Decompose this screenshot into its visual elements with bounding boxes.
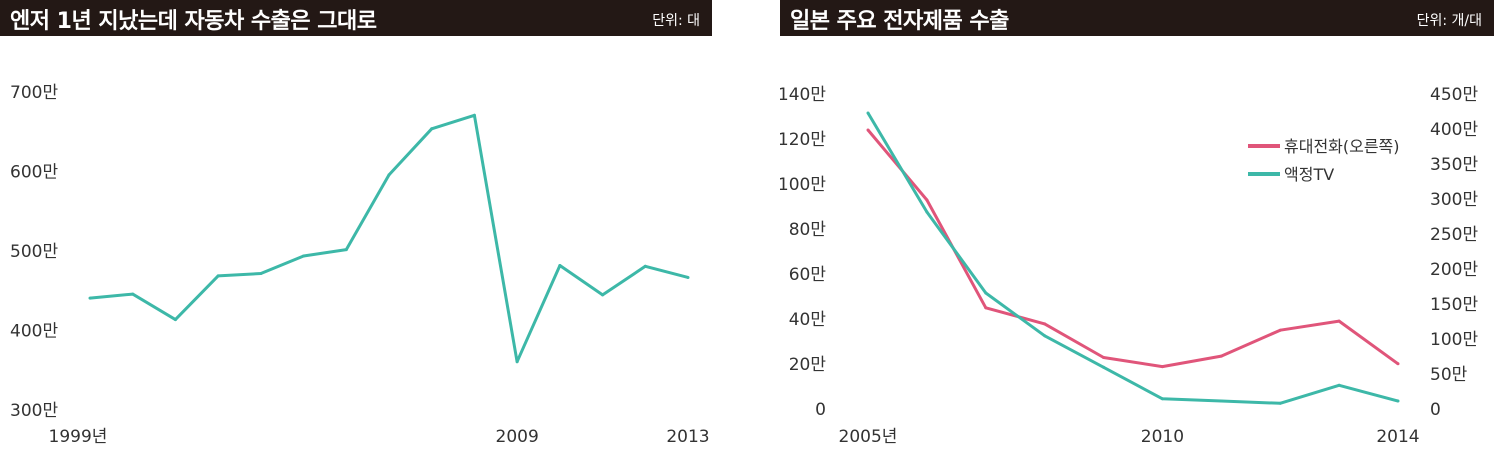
- right-chart-unit: 단위: 개/대: [1416, 13, 1482, 29]
- left-chart-header: 엔저 1년 지났는데 자동차 수출은 그대로 단위: 대: [0, 0, 712, 36]
- lcd-tv-series-line: [866, 112, 1399, 405]
- car-export-data-point: [643, 264, 647, 268]
- car-export-data-point: [472, 113, 476, 117]
- right-y-tick-label: 0: [1430, 400, 1441, 420]
- x-tick-label: 2005년: [839, 427, 898, 447]
- legend-label: 휴대전화(오른쪽): [1284, 137, 1400, 156]
- car-export-data-point: [173, 318, 177, 322]
- lcd-tv-data-point: [1278, 401, 1282, 405]
- y-tick-label: 500만: [10, 242, 58, 262]
- left-y-tick-label: 40만: [789, 310, 827, 330]
- mobile-phone-data-point: [1278, 328, 1282, 332]
- car-export-data-point: [302, 254, 306, 258]
- right-y-tick-label: 300만: [1430, 190, 1478, 210]
- left-y-tick-label: 20만: [789, 355, 827, 375]
- right-y-tick-label: 150만: [1430, 295, 1478, 315]
- car-export-data-point: [387, 173, 391, 177]
- left-y-tick-label: 80만: [789, 220, 827, 240]
- left-y-tick-label: 0: [815, 400, 826, 420]
- car-export-data-point: [601, 293, 605, 297]
- right-y-tick-label: 400만: [1430, 120, 1478, 140]
- car-export-line-chart: 300만 400만 500만 600만 700만 1999년 2009 2013: [10, 83, 710, 447]
- right-chart-header: 일본 주요 전자제품 수출 단위: 개/대: [780, 0, 1494, 36]
- left-y-tick-label: 60만: [789, 265, 827, 285]
- legend-label: 액정TV: [1284, 165, 1334, 184]
- car-export-data-point: [558, 264, 562, 268]
- car-export-series-line: [89, 113, 689, 364]
- lcd-tv-data-point: [866, 111, 870, 115]
- x-tick-label: 1999년: [49, 427, 108, 447]
- mobile-phone-data-point: [866, 128, 870, 132]
- electronics-export-line-chart: 0 20만 40만 60만 80만 100만 120만 140만 0 50만 100만 150만 200…: [780, 85, 1478, 447]
- left-chart-unit: 단위: 대: [652, 13, 700, 29]
- car-export-data-point: [430, 127, 434, 131]
- car-export-data-point: [131, 292, 135, 296]
- mobile-phone-data-point: [1337, 319, 1341, 323]
- car-export-data-point: [344, 248, 348, 252]
- car-export-data-point: [216, 274, 220, 278]
- lcd-tv-data-point: [1102, 365, 1106, 369]
- right-y-tick-label: 50만: [1430, 365, 1468, 385]
- mobile-phone-data-point: [1102, 356, 1106, 359]
- left-y-tick-label: 100만: [780, 175, 826, 195]
- right-chart-title: 일본 주요 전자제품 수출: [790, 9, 1009, 34]
- y-tick-label: 700만: [10, 83, 58, 103]
- left-y-tick-label: 140만: [780, 85, 826, 105]
- car-export-data-point: [259, 271, 263, 275]
- lcd-tv-data-point: [1043, 334, 1047, 338]
- right-y-tick-label: 200만: [1430, 260, 1478, 280]
- car-export-panel: 엔저 1년 지났는데 자동차 수출은 그대로 단위: 대 300만 400만 500…: [0, 0, 712, 462]
- mobile-phone-data-point: [1396, 362, 1400, 366]
- lcd-tv-data-point: [984, 291, 988, 295]
- lcd-tv-data-point: [1160, 397, 1164, 401]
- y-tick-label: 600만: [10, 163, 58, 183]
- mobile-phone-data-point: [984, 306, 988, 310]
- x-tick-label: 2014: [1376, 427, 1419, 447]
- mobile-phone-data-point: [1219, 354, 1223, 358]
- x-tick-label: 2013: [666, 427, 709, 447]
- y-tick-label: 400만: [10, 322, 58, 342]
- right-y-tick-label: 100만: [1430, 330, 1478, 350]
- car-export-data-point: [88, 296, 92, 300]
- electronics-export-panel: 일본 주요 전자제품 수출 단위: 개/대 0 20만 40만 60만 80만 100만 1…: [780, 0, 1494, 462]
- lcd-tv-data-point: [925, 210, 929, 214]
- left-chart-title: 엔저 1년 지났는데 자동차 수출은 그대로: [10, 9, 377, 34]
- y-tick-label: 300만: [10, 401, 58, 421]
- left-y-tick-label: 120만: [780, 130, 826, 150]
- mobile-phone-data-point: [925, 198, 929, 202]
- lcd-tv-data-point: [1219, 399, 1223, 403]
- right-y-tick-label: 450만: [1430, 85, 1478, 105]
- x-tick-label: 2010: [1141, 427, 1184, 447]
- right-y-tick-label: 250만: [1430, 225, 1478, 245]
- car-export-data-point: [686, 275, 690, 279]
- x-tick-label: 2009: [496, 427, 539, 447]
- right-y-tick-label: 350만: [1430, 155, 1478, 175]
- mobile-phone-data-point: [1043, 322, 1047, 326]
- car-export-data-point: [515, 360, 519, 364]
- lcd-tv-data-point: [1337, 383, 1341, 387]
- mobile-phone-data-point: [1160, 365, 1164, 369]
- lcd-tv-data-point: [1396, 399, 1400, 403]
